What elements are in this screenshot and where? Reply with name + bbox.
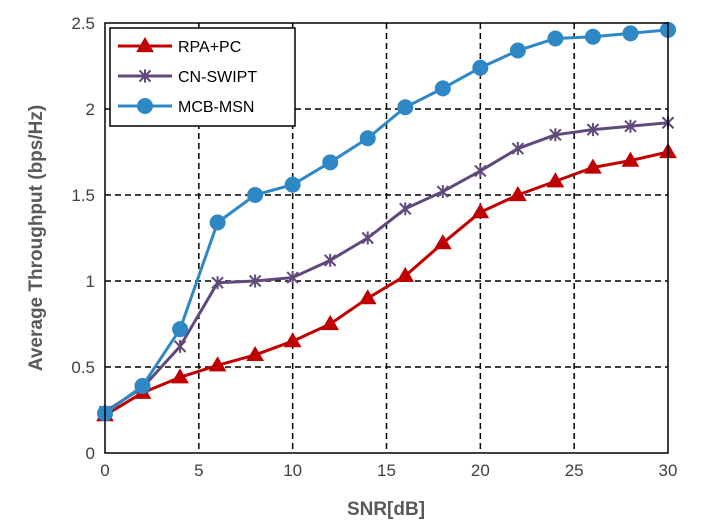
data-point-rpa-pc <box>171 368 189 384</box>
data-point-mcb-msn <box>584 28 601 45</box>
series-mcb-msn <box>97 21 676 422</box>
data-point-mcb-msn <box>247 187 264 203</box>
legend-marker <box>136 37 154 53</box>
x-tick-label: 5 <box>194 461 203 480</box>
data-point-rpa-pc <box>508 186 527 202</box>
legend-label: MCB-MSN <box>178 99 254 116</box>
legend-item-mcb-msn: MCB-MSN <box>118 98 254 116</box>
y-tick-label: 1 <box>86 272 95 291</box>
data-point-rpa-pc <box>471 203 490 219</box>
data-point-mcb-msn <box>322 154 339 171</box>
data-point-rpa-pc <box>321 315 340 331</box>
y-tick-label: 1.5 <box>71 186 95 205</box>
data-point-cn-swipt <box>549 128 562 142</box>
data-point-mcb-msn <box>547 30 564 47</box>
data-point-mcb-msn <box>397 99 414 116</box>
data-point-cn-swipt <box>361 231 374 245</box>
data-point-mcb-msn <box>134 377 151 394</box>
x-tick-label: 20 <box>471 461 490 480</box>
x-tick-label: 25 <box>565 461 584 480</box>
x-tick-label: 0 <box>100 461 109 480</box>
y-tick-label: 2.5 <box>71 14 95 33</box>
y-tick-label: 0 <box>86 444 95 463</box>
data-point-cn-swipt <box>474 164 487 178</box>
data-point-cn-swipt <box>624 119 637 133</box>
legend-item-rpa-pc: RPA+PC <box>118 37 241 56</box>
y-axis-title: Average Throughput (bps/Hz) <box>26 105 47 371</box>
data-point-cn-swipt <box>436 185 450 199</box>
series-layer <box>96 21 677 422</box>
data-point-mcb-msn <box>434 80 451 97</box>
data-point-mcb-msn <box>472 59 489 76</box>
legend-label: CN-SWIPT <box>178 69 257 86</box>
data-point-cn-swipt <box>399 202 412 216</box>
x-tick-label: 10 <box>283 461 302 480</box>
data-point-rpa-pc <box>208 356 227 372</box>
data-point-mcb-msn <box>284 176 301 193</box>
data-point-cn-swipt <box>248 274 262 288</box>
data-point-rpa-pc <box>396 266 415 282</box>
data-point-mcb-msn <box>359 130 376 147</box>
data-point-cn-swipt <box>586 123 600 137</box>
series-line-mcb-msn <box>104 28 669 415</box>
x-axis-title: SNR[dB] <box>347 499 425 520</box>
data-point-cn-swipt <box>286 271 299 285</box>
series-rpa-pc <box>96 143 677 422</box>
data-point-rpa-pc <box>584 158 602 174</box>
data-point-mcb-msn <box>509 42 526 59</box>
data-point-mcb-msn <box>209 214 226 231</box>
data-point-cn-swipt <box>211 276 224 290</box>
legend-item-cn-swipt: CN-SWIPT <box>118 69 257 86</box>
data-point-rpa-pc <box>283 332 302 348</box>
data-point-rpa-pc <box>433 234 452 250</box>
data-point-mcb-msn <box>622 25 639 42</box>
legend-label: RPA+PC <box>178 39 241 56</box>
x-tick-label: 15 <box>377 461 396 480</box>
data-point-cn-swipt <box>511 142 525 156</box>
data-point-rpa-pc <box>546 172 565 188</box>
legend: RPA+PC CN-SWIPT MCB-MSN <box>109 27 296 127</box>
y-tick-label: 0.5 <box>71 358 95 377</box>
data-point-cn-swipt <box>173 339 187 353</box>
data-point-mcb-msn <box>172 321 189 338</box>
plot-frame <box>104 22 669 454</box>
y-tick-label: 2 <box>86 100 95 119</box>
data-point-rpa-pc <box>621 151 640 167</box>
x-tick-label: 30 <box>659 461 678 480</box>
legend-marker <box>137 98 153 114</box>
data-point-rpa-pc <box>246 345 265 362</box>
data-point-rpa-pc <box>358 289 377 305</box>
series-line-rpa-pc <box>104 150 669 417</box>
tick-layer: 0 5 10 15 20 25 30 0 0.5 1 1.5 2 2.5 <box>71 14 677 480</box>
data-point-cn-swipt <box>323 253 337 267</box>
series-line-cn-swipt <box>104 121 669 413</box>
legend-marker <box>138 69 152 83</box>
